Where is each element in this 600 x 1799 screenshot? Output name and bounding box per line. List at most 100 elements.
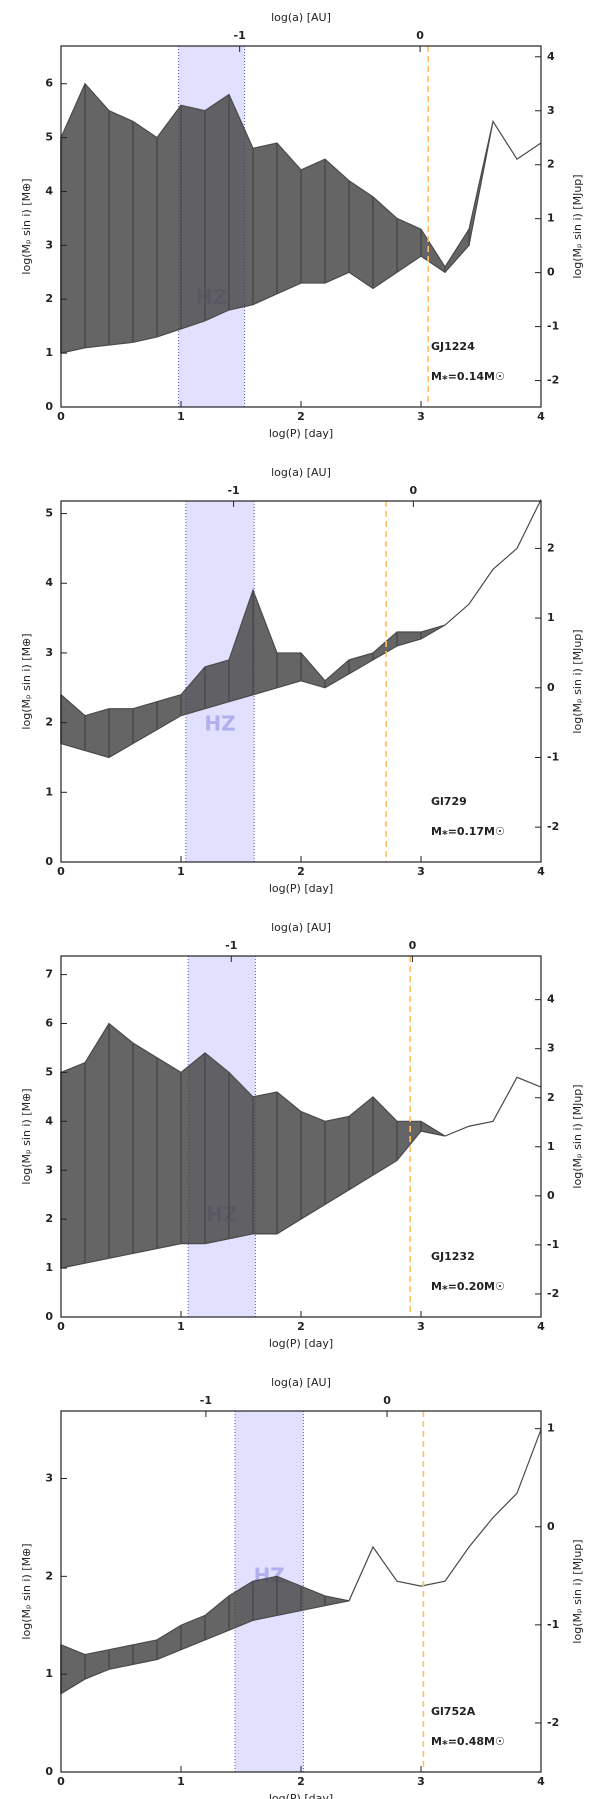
y-axis-label: log(Mₚ sin i) [M⊕] (20, 1543, 33, 1639)
x-axis-label: log(P) [day] (269, 882, 333, 895)
y2-axis-label: log(Mₚ sin i) [MJup] (571, 629, 584, 733)
star-mass: M⁎=0.14M☉ (431, 370, 505, 383)
y2-tick-label: 0 (547, 1189, 555, 1202)
x-tick-label: 4 (537, 410, 545, 423)
y-tick-label: 5 (45, 131, 53, 144)
star-name: GJ1224 (431, 340, 475, 353)
y-tick-label: 6 (45, 77, 53, 90)
y-tick-label: 3 (45, 646, 53, 659)
y2-tick-label: 0 (547, 1520, 555, 1533)
y-tick-label: 0 (45, 400, 53, 413)
x-tick-label: 2 (297, 865, 305, 878)
y2-axis-label: log(Mₚ sin i) [MJup] (571, 1084, 584, 1188)
x-tick-label: 0 (57, 410, 65, 423)
x2-tick-label: 0 (383, 1394, 391, 1407)
x-tick-label: 4 (537, 1775, 545, 1788)
x-axis-label: log(P) [day] (269, 1337, 333, 1350)
y-tick-label: 2 (45, 1569, 53, 1582)
y-tick-label: 5 (45, 507, 53, 520)
hz-label: HZ (204, 711, 235, 735)
x-tick-label: 1 (177, 865, 185, 878)
y2-tick-label: 0 (547, 681, 555, 694)
y-axis-label: log(Mₚ sin i) [M⊕] (20, 1088, 33, 1184)
star-mass: M⁎=0.48M☉ (431, 1735, 505, 1748)
y-tick-label: 0 (45, 1765, 53, 1778)
x-tick-label: 3 (417, 1320, 425, 1333)
x2-tick-label: 0 (410, 484, 418, 497)
y2-tick-label: 3 (547, 1042, 555, 1055)
y2-tick-label: -1 (547, 1238, 559, 1251)
x-tick-label: 3 (417, 1775, 425, 1788)
y2-tick-label: -1 (547, 320, 559, 333)
y-tick-label: 0 (45, 1310, 53, 1323)
x2-axis-label: log(a) [AU] (271, 11, 331, 24)
y2-tick-label: 4 (547, 50, 555, 63)
y2-axis-label: log(Mₚ sin i) [MJup] (571, 174, 584, 278)
y-tick-label: 1 (45, 1261, 53, 1274)
y-tick-label: 4 (45, 184, 53, 197)
x-tick-label: 4 (537, 865, 545, 878)
y2-tick-label: 3 (547, 104, 555, 117)
x-tick-label: 1 (177, 410, 185, 423)
x2-tick-label: 0 (409, 939, 417, 952)
y2-tick-label: 1 (547, 212, 555, 225)
x2-tick-label: 0 (416, 29, 424, 42)
x2-axis-label: log(a) [AU] (271, 466, 331, 479)
y-tick-label: 1 (45, 346, 53, 359)
x2-tick-label: -1 (227, 484, 239, 497)
y-axis-label: log(Mₚ sin i) [M⊕] (20, 178, 33, 274)
y-tick-label: 1 (45, 785, 53, 798)
star-name: GJ1232 (431, 1250, 475, 1263)
x-tick-label: 1 (177, 1320, 185, 1333)
y-tick-label: 2 (45, 292, 53, 305)
y-tick-label: 3 (45, 1163, 53, 1176)
y2-tick-label: -2 (547, 820, 559, 833)
plot-frame (60, 500, 542, 863)
x2-axis-label: log(a) [AU] (271, 921, 331, 934)
y-tick-label: 4 (45, 576, 53, 589)
y2-tick-label: -2 (547, 374, 559, 387)
x-tick-label: 3 (417, 410, 425, 423)
y-tick-label: 0 (45, 855, 53, 868)
x-tick-label: 0 (57, 865, 65, 878)
star-mass: M⁎=0.20M☉ (431, 1280, 505, 1293)
y2-tick-label: 2 (547, 541, 555, 554)
y-tick-label: 3 (45, 238, 53, 251)
x2-tick-label: -1 (200, 1394, 212, 1407)
y2-tick-label: 4 (547, 993, 555, 1006)
y2-tick-label: 0 (547, 266, 555, 279)
y-tick-label: 3 (45, 1472, 53, 1485)
y-tick-label: 2 (45, 716, 53, 729)
star-name: Gl729 (431, 795, 467, 808)
x-tick-label: 2 (297, 410, 305, 423)
x-tick-label: 4 (537, 1320, 545, 1333)
y2-tick-label: 1 (547, 1422, 555, 1435)
y2-tick-label: 1 (547, 611, 555, 624)
y-tick-label: 2 (45, 1212, 53, 1225)
y2-tick-label: -2 (547, 1287, 559, 1300)
x-axis-label: log(P) [day] (269, 427, 333, 440)
x2-tick-label: -1 (225, 939, 237, 952)
x2-axis-label: log(a) [AU] (271, 1376, 331, 1389)
y2-tick-label: -1 (547, 1618, 559, 1631)
x-tick-label: 3 (417, 865, 425, 878)
y-tick-label: 1 (45, 1667, 53, 1680)
star-mass: M⁎=0.17M☉ (431, 825, 505, 838)
x-tick-label: 2 (297, 1775, 305, 1788)
y-tick-label: 7 (45, 968, 53, 981)
x-tick-label: 0 (57, 1775, 65, 1788)
y2-tick-label: 1 (547, 1140, 555, 1153)
y-tick-label: 4 (45, 1114, 53, 1127)
x-tick-label: 0 (57, 1320, 65, 1333)
y2-tick-label: -1 (547, 750, 559, 763)
x-tick-label: 2 (297, 1320, 305, 1333)
y2-axis-label: log(Mₚ sin i) [MJup] (571, 1539, 584, 1643)
x-axis-label: log(P) [day] (269, 1792, 333, 1799)
y2-tick-label: 2 (547, 158, 555, 171)
y-tick-label: 5 (45, 1065, 53, 1078)
